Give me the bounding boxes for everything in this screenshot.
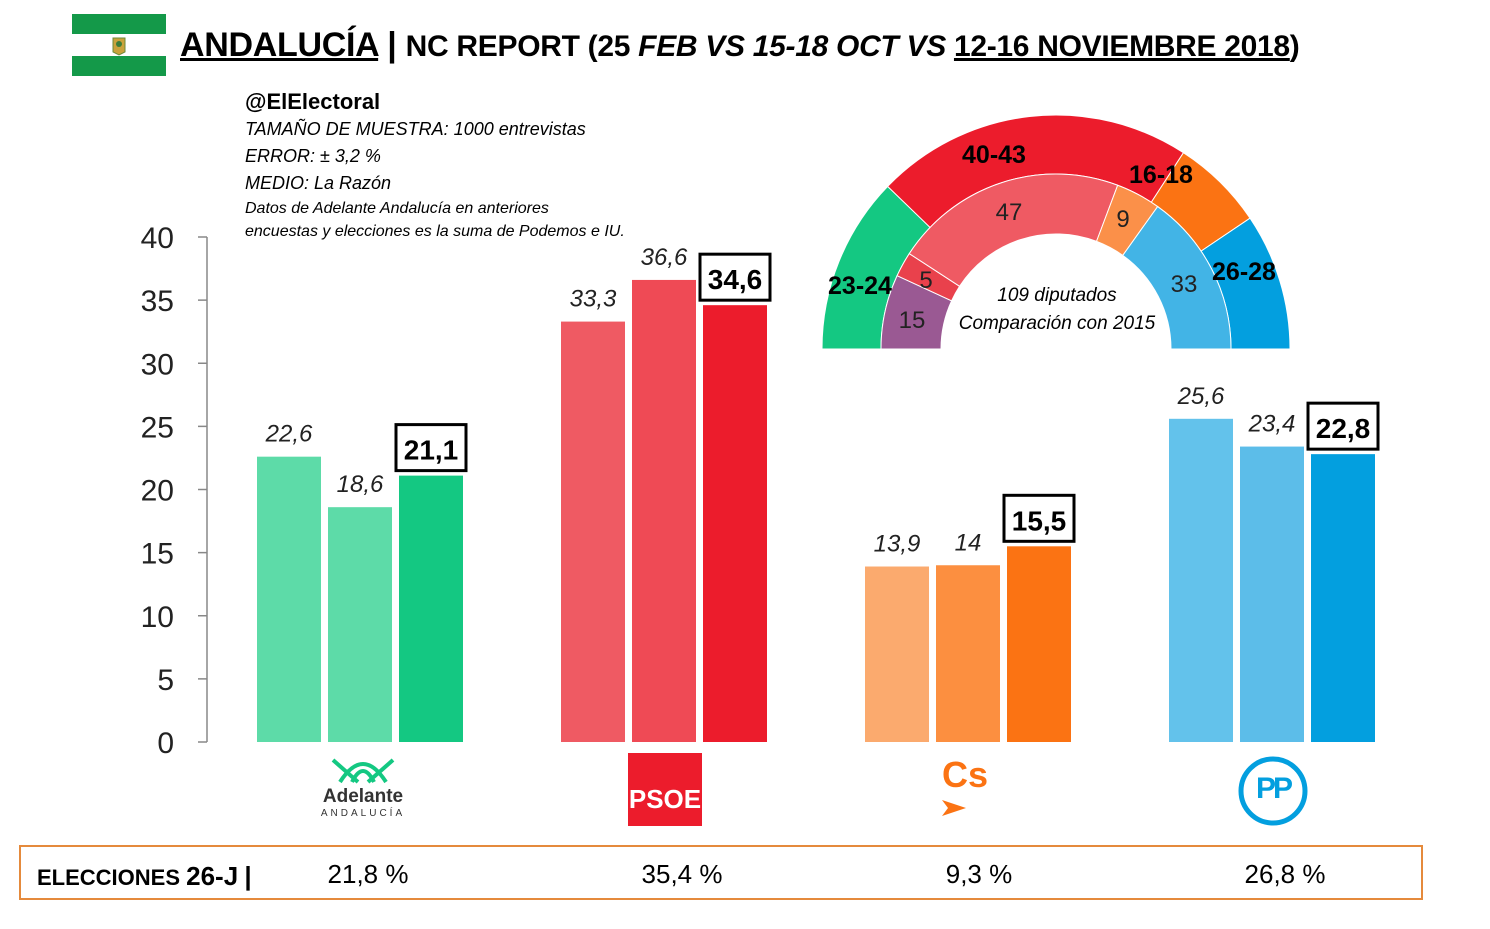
- bar: [632, 279, 696, 742]
- y-tick-label: 20: [141, 475, 174, 508]
- y-tick-label: 25: [141, 411, 174, 444]
- y-tick-label: 5: [157, 664, 174, 697]
- seat-2015-label: 15: [899, 307, 926, 334]
- result-adelante: 21,8 %: [327, 859, 409, 889]
- bar: [1240, 446, 1304, 742]
- bar: [1311, 454, 1375, 742]
- bar: [1007, 546, 1071, 742]
- seat-range-label: 23-24: [828, 272, 892, 300]
- bar: [936, 565, 1000, 742]
- y-tick-label: 40: [141, 222, 174, 255]
- title-feb: FEB VS: [638, 30, 753, 63]
- result-psoe: 35,4 %: [641, 859, 723, 889]
- adelante-name: Adelante: [322, 786, 404, 807]
- seat-2015-label: 47: [996, 199, 1023, 226]
- hemicycle-caption-total: 109 diputados: [997, 285, 1117, 306]
- data-label: 22,6: [265, 421, 313, 448]
- bar: [257, 456, 321, 742]
- data-label: 23,4: [1248, 411, 1296, 438]
- andalucia-flag: [72, 14, 166, 76]
- election-label: ELECCIONES 26-J |: [37, 861, 252, 892]
- pp-logo: PP: [1238, 756, 1308, 826]
- result-pp: 26,8 %: [1244, 859, 1326, 889]
- y-tick-label: 30: [141, 348, 174, 381]
- pp-circle-icon: [1238, 756, 1308, 826]
- adelante-subname: ANDALUCÍA: [320, 808, 406, 819]
- poll-info: @ElElectoral TAMAÑO DE MUESTRA: 1000 ent…: [245, 88, 625, 243]
- seat-range-label: 40-43: [962, 141, 1026, 169]
- result-cs: 9,3 %: [945, 859, 1013, 889]
- data-label: 15,5: [1012, 505, 1067, 536]
- bar: [1169, 418, 1233, 742]
- data-label: 18,6: [337, 471, 384, 498]
- cs-logo: Cs: [942, 754, 998, 820]
- sample-size: TAMAÑO DE MUESTRA: 1000 entrevistas: [245, 119, 586, 139]
- data-label-box: [394, 423, 468, 473]
- seat-2015-label: 9: [1116, 206, 1129, 233]
- bar: [561, 321, 625, 742]
- election-label-date: 26-J: [186, 861, 239, 891]
- data-label: 36,6: [641, 244, 688, 271]
- y-tick-label: 0: [157, 727, 174, 760]
- data-label: 33,3: [570, 286, 617, 313]
- bar: [399, 475, 463, 742]
- data-label: 21,1: [404, 435, 459, 466]
- inner-seat-segment: [1122, 205, 1232, 350]
- data-label-box: [698, 252, 772, 302]
- y-tick-label: 10: [141, 601, 174, 634]
- data-note: Datos de Adelante Andalucía en anteriore…: [245, 200, 625, 240]
- title-separator: |: [378, 26, 406, 64]
- y-tick-label: 15: [141, 538, 174, 571]
- bar: [328, 507, 392, 742]
- title-close: ): [1289, 30, 1300, 63]
- title-pollster: NC REPORT (25: [405, 30, 639, 63]
- title-oct: 15-18 OCT VS: [752, 30, 954, 63]
- bar: [865, 566, 929, 742]
- election-label-bar: |: [244, 861, 252, 891]
- seat-2015-label: 33: [1171, 271, 1198, 298]
- psoe-logo: PSOE: [628, 753, 702, 826]
- margin-error: ERROR: ± 3,2 %: [245, 146, 381, 166]
- pp-logo-text: PP: [1255, 772, 1293, 805]
- adelante-logo: Adelante ANDALUCÍA: [308, 752, 418, 832]
- data-label: 13,9: [874, 531, 921, 558]
- media-outlet: MEDIO: La Razón: [245, 173, 392, 193]
- y-tick-label: 35: [141, 285, 174, 318]
- data-label-box: [1002, 493, 1076, 543]
- data-label: 14: [955, 529, 982, 556]
- hemicycle-caption-comparison: Comparación con 2015: [959, 313, 1156, 334]
- data-label: 25,6: [1177, 383, 1225, 410]
- seat-2015-label: 5: [919, 267, 932, 294]
- title-region: ANDALUCÍA: [180, 26, 379, 64]
- seat-range-label: 26-28: [1212, 258, 1276, 286]
- data-label: 34,6: [708, 264, 763, 295]
- psoe-logo-text: PSOE: [628, 784, 702, 814]
- cs-heart-icon: [942, 800, 966, 816]
- page-title: ANDALUCÍA | NC REPORT (25 FEB VS 15-18 O…: [180, 26, 1300, 65]
- seat-range-label: 16-18: [1129, 161, 1193, 189]
- election-results-box: ELECCIONES 26-J | 21,8 % 35,4 % 9,3 % 26…: [19, 845, 1423, 900]
- data-label: 22,8: [1316, 413, 1371, 444]
- election-label-text: ELECCIONES: [37, 865, 187, 890]
- adelante-symbol-icon: [331, 758, 395, 784]
- source-handle: @ElElectoral: [245, 89, 381, 114]
- data-label-box: [1306, 401, 1380, 451]
- bar: [703, 305, 767, 742]
- title-dates: 12-16 NOVIEMBRE 2018: [953, 30, 1290, 63]
- cs-logo-text: Cs: [942, 754, 989, 795]
